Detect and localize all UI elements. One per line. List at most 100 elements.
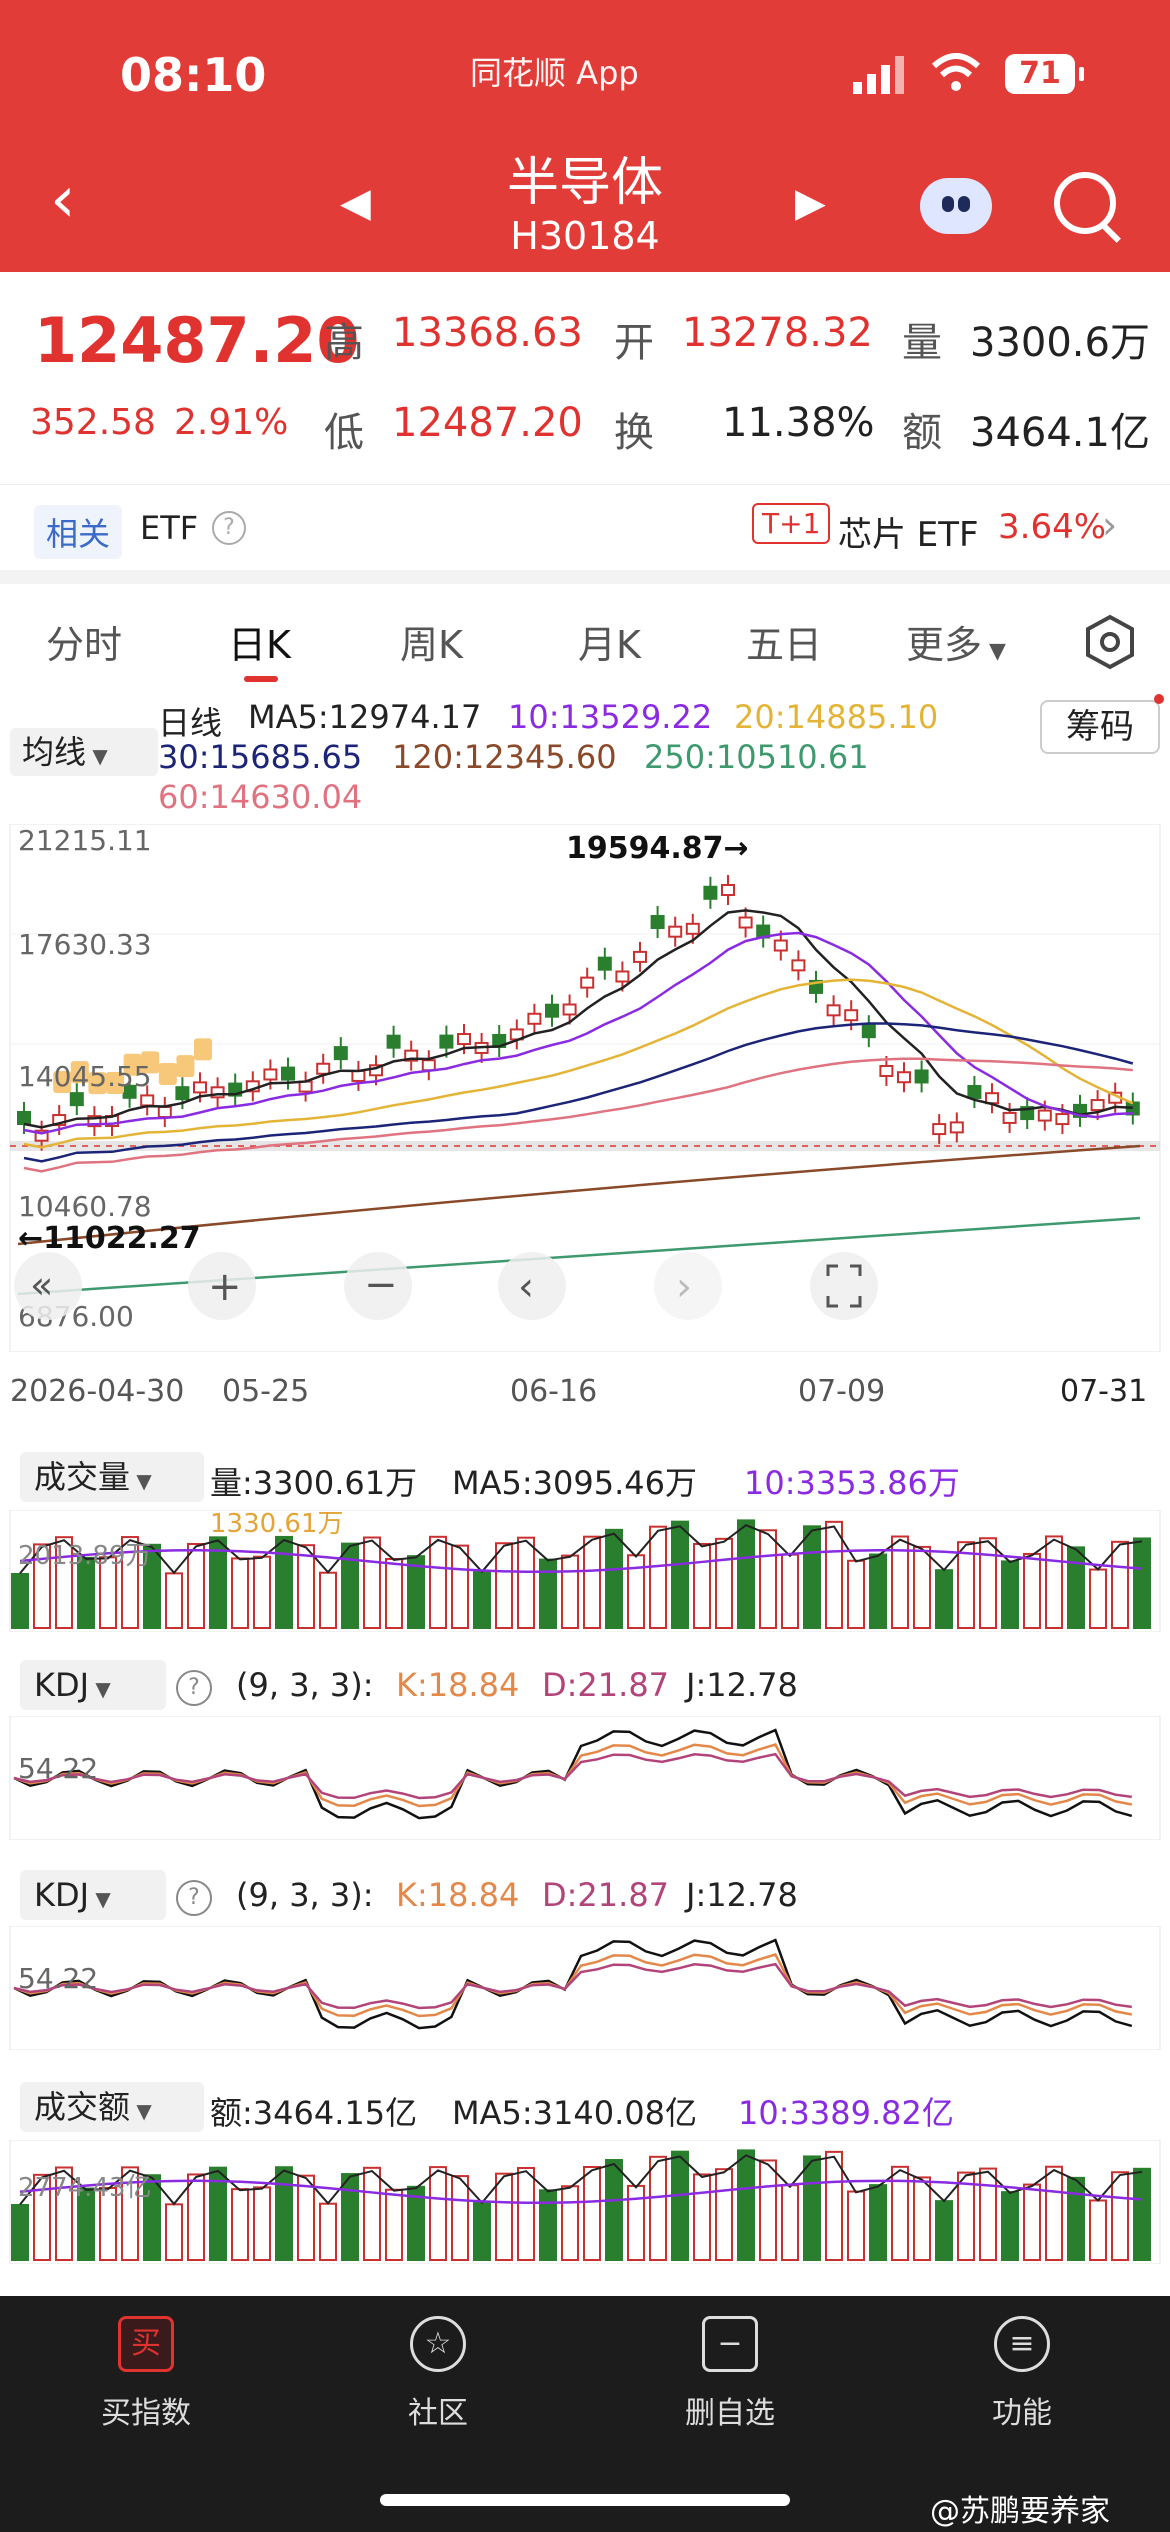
kdj-j: J:12.78 (686, 1876, 798, 1914)
chevron-right-icon[interactable]: › (1102, 503, 1118, 547)
tab-active-indicator (244, 676, 278, 682)
volume-bar (55, 2166, 73, 2261)
chips-button[interactable]: 筹码 (1040, 700, 1160, 754)
help-icon[interactable]: ? (212, 511, 246, 545)
amount-chart[interactable]: 2774.43亿 (0, 2140, 1170, 2264)
candle (1090, 1099, 1105, 1112)
amount-value: 3464.1亿 (970, 410, 1150, 456)
td-marker (141, 1051, 160, 1074)
ma-legend: 均线 ▼ 日线 MA5:12974.17 10:13529.22 20:1488… (0, 694, 1170, 824)
fullscreen-icon (826, 1264, 862, 1308)
y-axis-top: 21215.11 (18, 824, 152, 857)
volume-bar (869, 2184, 887, 2262)
assistant-robot-icon[interactable] (920, 178, 992, 234)
tab-day-k[interactable]: 日K (228, 623, 291, 667)
tab-five-day[interactable]: 五日 (746, 623, 823, 667)
volume-bar (1023, 2183, 1041, 2261)
buy-icon: 买 (118, 2316, 174, 2372)
low-label: 低 (324, 410, 364, 456)
volume-bar (187, 2173, 205, 2261)
td-marker (158, 1062, 177, 1085)
candle (69, 1092, 84, 1107)
td-marker (176, 1055, 195, 1078)
caret-down-icon: ▼ (130, 1469, 152, 1493)
next-stock-button[interactable]: ▶ (795, 180, 826, 226)
help-icon[interactable]: ? (176, 1670, 212, 1706)
tab-minute[interactable]: 分时 (46, 623, 123, 667)
volume-chart[interactable]: 2013.89万 1330.61万 (0, 1510, 1170, 1632)
candle (949, 1121, 964, 1134)
caret-down-icon: ▼ (89, 1887, 111, 1911)
etf-label[interactable]: ETF (140, 509, 199, 547)
volume-bar (847, 1559, 865, 1630)
search-icon[interactable] (1054, 172, 1116, 234)
caret-down-icon: ▼ (86, 744, 108, 768)
candle (404, 1049, 419, 1062)
star-icon: ☆ (410, 2316, 466, 2372)
robot-eye (942, 196, 954, 212)
volume-bar (363, 2166, 381, 2262)
kdj-j: J:12.78 (686, 1666, 798, 1704)
amount-axis: 2774.43亿 (18, 2173, 152, 2203)
prev-stock-button[interactable]: ◀ (340, 180, 371, 226)
scroll-left-button[interactable] (498, 1252, 566, 1320)
x-date-4: 07-31 (1060, 1374, 1148, 1409)
functions-button[interactable]: ≡ 功能 (922, 2316, 1122, 2432)
candle (580, 976, 595, 989)
volume-bar (737, 2149, 755, 2261)
chevron-left-icon: ‹ (518, 1264, 534, 1310)
back-button[interactable]: ‹ (50, 163, 76, 237)
fullscreen-button[interactable] (810, 1252, 878, 1320)
volume-bar (33, 2173, 51, 2262)
ma-dropdown[interactable]: 均线 ▼ (10, 728, 158, 776)
ma120-value: 120:12345.60 (392, 738, 617, 776)
kdj-dropdown[interactable]: KDJ ▼ (20, 1870, 166, 1920)
ma250-value: 250:10510.61 (644, 738, 869, 776)
volume-bar (1089, 2199, 1107, 2261)
tab-week-k[interactable]: 周K (400, 623, 463, 667)
candle (527, 1012, 542, 1025)
volume-bar (715, 1537, 733, 1629)
volume-bar (1133, 2167, 1151, 2261)
hexagon-settings-icon[interactable] (1082, 614, 1138, 670)
scroll-right-button[interactable] (654, 1252, 722, 1320)
kdj-chart-1[interactable]: 54.22 (0, 1716, 1170, 1840)
candle (1055, 1113, 1070, 1126)
volume-bar (1001, 1560, 1019, 1629)
help-icon[interactable]: ? (176, 1880, 212, 1916)
zoom-in-button[interactable] (188, 1252, 256, 1320)
volume-bar (539, 2189, 557, 2262)
candle (791, 959, 806, 972)
minus-box-icon: − (702, 2316, 758, 2372)
y-axis-mid1: 17630.33 (18, 928, 152, 961)
volume-bar (847, 2190, 865, 2261)
amount-dropdown[interactable]: 成交额 ▼ (20, 2082, 204, 2132)
volume-bar (341, 1542, 359, 1629)
y-axis-mid3: 10460.78 (18, 1190, 152, 1223)
kdj-chart-2[interactable]: 54.22 (0, 1926, 1170, 2050)
candle (861, 1024, 876, 1039)
volume-dropdown-label: 成交量 (34, 1458, 131, 1496)
buy-index-button[interactable]: 买 买指数 (46, 2316, 246, 2432)
kdj-dropdown[interactable]: KDJ ▼ (20, 1660, 166, 1710)
remove-watchlist-button[interactable]: − 删自选 (630, 2316, 830, 2432)
volume-bar (363, 1536, 381, 1629)
volume-bar (1045, 1535, 1063, 1629)
tab-more[interactable]: 更多 ▼ (906, 614, 1006, 669)
battery-icon: 71 (1005, 54, 1084, 94)
chip-etf-link[interactable]: 芯片 ETF (838, 515, 979, 555)
tab-month-k[interactable]: 月K (578, 623, 641, 667)
tab-more-label: 更多 (906, 623, 983, 667)
ma120-line (17, 1144, 1141, 1246)
community-button[interactable]: ☆ 社区 (338, 2316, 538, 2432)
volume-dropdown[interactable]: 成交量 ▼ (20, 1452, 204, 1502)
low-value: 12487.20 (392, 400, 583, 446)
volume-bar (1111, 1540, 1129, 1629)
volume-bar (11, 2204, 29, 2261)
zoom-out-button[interactable] (344, 1252, 412, 1320)
kline-chart[interactable]: 21215.11 17630.33 14045.55 10460.78 6876… (0, 824, 1170, 1352)
candle (34, 1129, 49, 1142)
collapse-button[interactable] (14, 1252, 82, 1320)
candle (210, 1086, 225, 1099)
candle (316, 1062, 331, 1075)
